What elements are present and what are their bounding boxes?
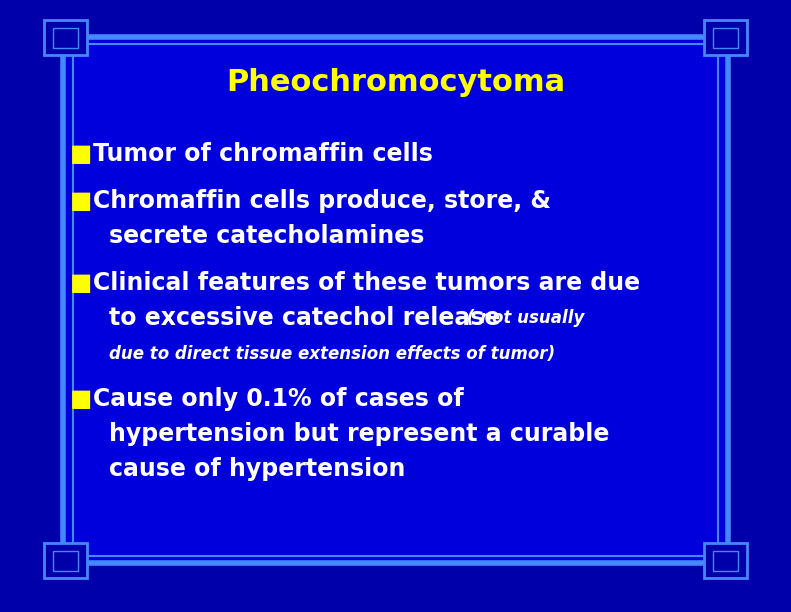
Text: to excessive catechol release: to excessive catechol release <box>109 305 501 330</box>
Text: Cause only 0.1% of cases of: Cause only 0.1% of cases of <box>93 387 464 411</box>
Text: cause of hypertension: cause of hypertension <box>109 457 406 481</box>
Bar <box>713 551 738 571</box>
Bar <box>53 28 78 48</box>
Text: ( not usually: ( not usually <box>461 308 585 327</box>
Text: due to direct tissue extension effects of tumor): due to direct tissue extension effects o… <box>109 345 555 363</box>
Bar <box>63 37 728 563</box>
Text: Clinical features of these tumors are due: Clinical features of these tumors are du… <box>93 271 641 295</box>
Bar <box>704 543 747 578</box>
Text: ■: ■ <box>70 387 92 411</box>
Bar <box>73 44 718 556</box>
Bar <box>44 543 87 578</box>
Text: ■: ■ <box>70 271 92 295</box>
Text: ■: ■ <box>70 142 92 166</box>
Text: Pheochromocytoma: Pheochromocytoma <box>226 68 565 97</box>
Text: Chromaffin cells produce, store, &: Chromaffin cells produce, store, & <box>93 188 551 213</box>
Bar <box>53 551 78 571</box>
Text: ■: ■ <box>70 188 92 213</box>
Bar <box>44 20 87 55</box>
Bar <box>63 37 728 563</box>
Text: Tumor of chromaffin cells: Tumor of chromaffin cells <box>93 142 433 166</box>
Text: secrete catecholamines: secrete catecholamines <box>109 223 425 248</box>
Bar <box>704 20 747 55</box>
Bar <box>713 28 738 48</box>
Text: hypertension but represent a curable: hypertension but represent a curable <box>109 422 610 446</box>
